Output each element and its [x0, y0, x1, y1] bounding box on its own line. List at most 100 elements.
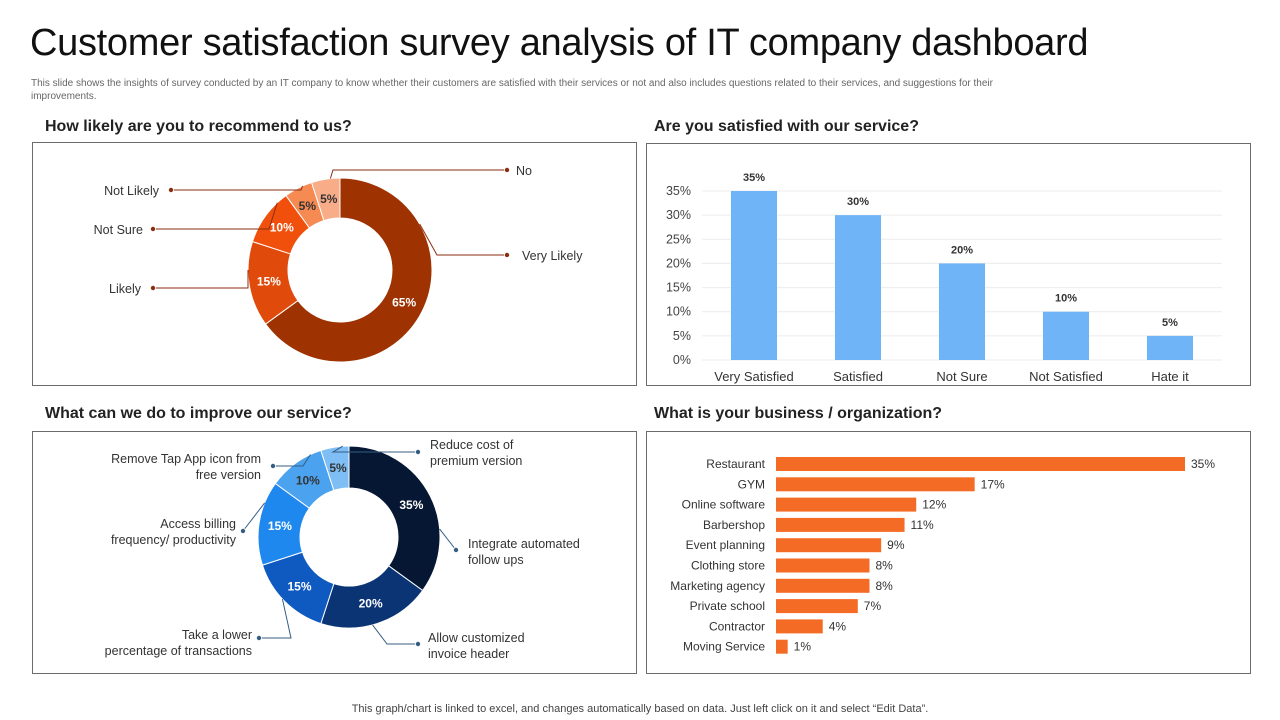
leader-line	[153, 270, 249, 289]
slice-category-label: Take a lower	[182, 628, 252, 642]
slice-value-label: 5%	[320, 192, 338, 206]
leader-dot	[414, 448, 421, 455]
y-category-label: Moving Service	[683, 640, 765, 654]
leader-dot	[269, 462, 276, 469]
slice-category-label: follow ups	[468, 553, 524, 567]
bar-not-sure	[939, 263, 985, 360]
x-tick-label: Very Satisfied	[714, 369, 794, 384]
recommend-chart-title: How likely are you to recommend to us?	[45, 118, 352, 135]
bar-hate-it	[1147, 335, 1193, 360]
business-chart-panel[interactable]: Restaurant 35% GYM 17% Online software 12% Bar…	[646, 431, 1251, 674]
slice-category-label: Remove Tap App icon from	[111, 452, 261, 466]
slice-value-label: 10%	[270, 221, 294, 235]
y-tick-label: 25%	[666, 232, 691, 246]
y-category-label: Restaurant	[706, 457, 765, 471]
bar-value-label: 7%	[864, 599, 882, 613]
bar-value-label: 20%	[951, 244, 973, 256]
leader-dot	[150, 226, 157, 233]
bar-online-software	[776, 497, 917, 512]
leader-dot	[167, 187, 174, 194]
slice-value-label: 15%	[287, 579, 311, 593]
slice-category-label: No	[516, 164, 532, 178]
bar-value-label: 11%	[911, 518, 934, 532]
bar-value-label: 17%	[981, 477, 1005, 491]
bar-value-label: 8%	[875, 559, 893, 573]
bar-value-label: 4%	[829, 619, 847, 633]
slice-value-label: 35%	[399, 498, 423, 512]
bar-very-satisfied	[731, 191, 777, 360]
slice-value-label: 65%	[392, 296, 416, 310]
y-category-label: GYM	[738, 477, 765, 491]
satisfied-bar-chart: 0% 5% 10% 15% 20% 25% 30% 35% 35% Very Satisfied 3…	[666, 172, 1222, 384]
bar-value-label: 5%	[1162, 317, 1178, 329]
bar-value-label: 8%	[875, 579, 893, 593]
slice-reduce-cost-of-premium-version	[320, 445, 350, 492]
leader-line	[331, 445, 418, 453]
bar-value-label: 35%	[1191, 457, 1215, 471]
slice-category-label: Integrate automated	[468, 537, 580, 551]
improve-chart-panel[interactable]: 35% 20% 15% 15% 10% 5% Integrate automated foll…	[32, 431, 637, 674]
y-category-label: Barbershop	[703, 518, 765, 532]
page-title: Customer satisfaction survey analysis of…	[30, 22, 1089, 64]
slice-value-label: 15%	[257, 274, 281, 288]
slice-value-label: 10%	[296, 473, 320, 487]
slice-category-label: Very Likely	[522, 249, 583, 263]
slice-no	[310, 177, 341, 222]
y-category-label: Online software	[682, 498, 766, 512]
leader-line	[171, 185, 304, 191]
y-tick-label: 5%	[673, 329, 691, 343]
footer-note: This graph/chart is linked to excel, and…	[351, 703, 929, 715]
y-category-label: Private school	[690, 599, 765, 613]
satisfied-chart-panel[interactable]: 0% 5% 10% 15% 20% 25% 30% 35% 35% Very Satisfied 3…	[646, 143, 1251, 386]
leader-dot	[503, 252, 510, 259]
bar-value-label: 9%	[887, 538, 905, 552]
bar-not-satisfied	[1043, 311, 1089, 360]
bar-satisfied	[835, 215, 881, 360]
bar-contractor	[776, 619, 823, 634]
slice-very-likely	[264, 177, 433, 363]
business-chart-title: What is your business / organization?	[654, 405, 943, 422]
bar-barbershop	[776, 517, 905, 532]
slice-value-label: 20%	[359, 597, 383, 611]
leader-dot	[414, 640, 421, 647]
bar-restaurant	[776, 457, 1185, 471]
slice-category-label: Access billing	[160, 517, 236, 531]
improve-chart-title: What can we do to improve our service?	[45, 405, 352, 422]
leader-line	[153, 202, 278, 230]
y-category-label: Contractor	[709, 619, 765, 633]
leader-line	[242, 502, 266, 532]
y-category-label: Event planning	[686, 538, 765, 552]
bar-clothing-store	[776, 558, 870, 573]
slice-value-label: 15%	[268, 519, 292, 533]
slice-integrate-automated-follow-ups	[348, 445, 441, 592]
x-tick-label: Not Satisfied	[1029, 369, 1103, 384]
slice-value-label: 5%	[329, 461, 347, 475]
x-tick-label: Hate it	[1151, 369, 1189, 384]
recommend-chart-panel[interactable]: 65% 15% 10% 5% 5% Very Likely Likely Not Sure No…	[32, 142, 637, 386]
leader-dot	[239, 528, 246, 535]
leader-line	[329, 169, 507, 179]
y-tick-label: 10%	[666, 305, 691, 319]
improve-donut-chart: 35% 20% 15% 15% 10% 5% Integrate automated foll…	[105, 438, 580, 661]
leader-dot	[255, 634, 262, 641]
bar-value-label: 1%	[794, 640, 812, 654]
x-tick-label: Satisfied	[833, 369, 883, 384]
business-bar-chart: Restaurant 35% GYM 17% Online software 12% Bar…	[670, 457, 1215, 654]
satisfied-chart-title: Are you satisfied with our service?	[654, 118, 919, 135]
bar-value-label: 30%	[847, 196, 869, 208]
recommend-donut-chart: 65% 15% 10% 5% 5% Very Likely Likely Not Sure No…	[94, 164, 583, 363]
slice-value-label: 5%	[299, 199, 317, 213]
leader-line	[273, 454, 311, 467]
page-subtitle: This slide shows the insights of survey …	[31, 78, 993, 102]
y-tick-label: 0%	[673, 353, 691, 367]
slice-category-label: premium version	[430, 454, 522, 468]
y-tick-label: 15%	[666, 281, 691, 295]
bar-value-label: 10%	[1055, 293, 1077, 305]
bar-value-label: 12%	[922, 498, 946, 512]
x-tick-label: Not Sure	[936, 369, 987, 384]
leader-line	[439, 528, 457, 551]
slice-category-label: frequency/ productivity	[111, 533, 237, 547]
y-tick-label: 35%	[666, 184, 691, 198]
y-tick-label: 20%	[666, 256, 691, 270]
leader-line	[259, 598, 292, 639]
